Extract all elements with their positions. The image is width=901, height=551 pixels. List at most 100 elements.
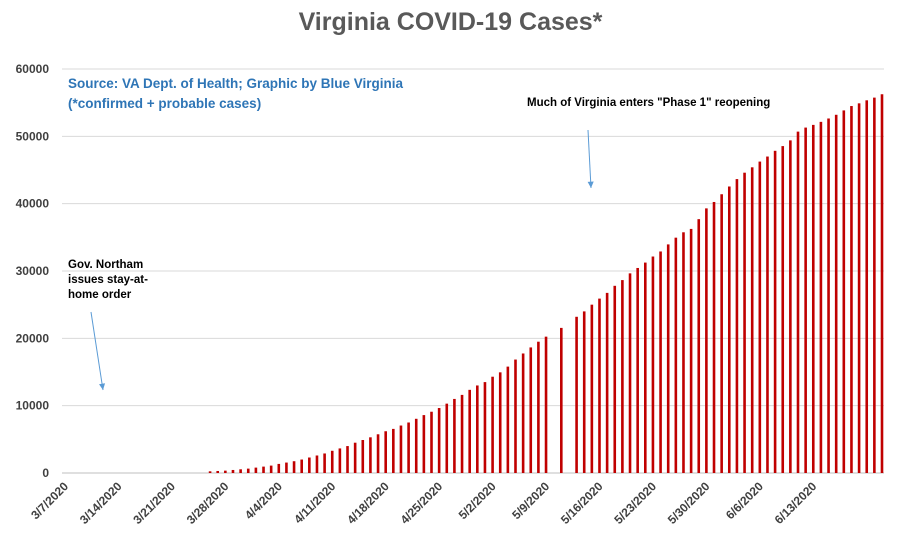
- bar: [476, 385, 479, 473]
- bar: [727, 186, 731, 473]
- stay-at-home-arrow: [90, 311, 106, 391]
- bar: [827, 118, 830, 474]
- y-tick-label: 60000: [16, 62, 50, 76]
- bar: [330, 450, 334, 473]
- bar: [811, 124, 815, 474]
- bar: [651, 256, 655, 473]
- bar: [880, 94, 884, 473]
- x-tick-label: 5/9/2020: [509, 479, 552, 522]
- bar: [506, 366, 510, 473]
- bar: [414, 418, 418, 473]
- y-tick-label: 40000: [16, 197, 50, 211]
- y-tick-label: 20000: [16, 331, 50, 345]
- x-tick-label: 6/13/2020: [772, 479, 820, 527]
- x-tick-label: 5/23/2020: [611, 479, 659, 527]
- x-tick-label: 3/14/2020: [77, 479, 125, 527]
- bar: [315, 455, 319, 473]
- bar: [308, 457, 311, 473]
- bar: [292, 461, 296, 473]
- bar: [254, 467, 258, 473]
- source-line-2: (*confirmed + probable cases): [68, 96, 262, 111]
- bar: [575, 316, 578, 473]
- bar: [735, 179, 739, 473]
- bar: [216, 470, 220, 473]
- bar: [628, 273, 632, 473]
- bar: [483, 382, 487, 473]
- bar: [850, 106, 853, 474]
- bar: [804, 127, 807, 473]
- x-tick-label: 4/11/2020: [291, 479, 338, 526]
- source-line: Source: VA Dept. of Health; Graphic by B…: [68, 76, 404, 91]
- bar: [399, 425, 403, 473]
- bar: [766, 156, 769, 474]
- x-tick-label: 4/18/2020: [344, 479, 392, 527]
- bar: [529, 347, 533, 473]
- bar: [689, 228, 693, 473]
- bar: [712, 201, 716, 473]
- bar: [208, 471, 212, 473]
- bar: [323, 453, 326, 473]
- x-tick-label: 3/28/2020: [184, 479, 232, 527]
- bar: [659, 251, 662, 473]
- bar: [720, 194, 723, 474]
- y-tick-label: 30000: [16, 264, 50, 278]
- bar: [621, 280, 624, 473]
- bar: [422, 415, 426, 473]
- bar: [674, 237, 678, 473]
- y-tick-label: 10000: [16, 399, 50, 413]
- bar: [262, 466, 265, 473]
- x-tick-label: 4/4/2020: [242, 479, 285, 522]
- bar: [789, 140, 792, 473]
- bar: [361, 440, 365, 473]
- bar: [582, 311, 586, 473]
- bar: [682, 232, 685, 473]
- bar: [857, 103, 861, 473]
- x-tick-label: 5/30/2020: [665, 479, 713, 527]
- bar: [605, 292, 609, 473]
- bar: [445, 403, 449, 473]
- bar: [666, 244, 670, 473]
- bar: [376, 434, 380, 473]
- bar: [796, 131, 800, 473]
- bar: [521, 353, 525, 473]
- bar: [384, 431, 387, 473]
- stay-at-home-annotation: Gov. Northam issues stay-at-home order: [68, 259, 148, 301]
- bar: [743, 172, 746, 473]
- bar: [613, 285, 617, 473]
- bar: [437, 408, 441, 473]
- bar: [834, 114, 838, 473]
- bar: [346, 446, 349, 473]
- bar: [269, 465, 273, 473]
- bar: [537, 341, 540, 473]
- bar: [491, 376, 494, 473]
- bar: [430, 411, 433, 473]
- y-tick-label: 50000: [16, 129, 50, 143]
- bar: [369, 437, 372, 473]
- x-tick-label: 3/7/2020: [28, 479, 71, 522]
- bar: [300, 459, 304, 473]
- phase1-annotation: Much of Virginia enters "Phase 1" reopen…: [527, 97, 771, 109]
- bar: [598, 298, 601, 473]
- x-tick-label: 5/2/2020: [456, 479, 499, 522]
- bar: [873, 97, 876, 473]
- bar: [453, 398, 456, 473]
- bar: [560, 327, 563, 473]
- bar: [697, 219, 701, 473]
- bar: [544, 336, 548, 473]
- bar: [468, 389, 471, 473]
- bar: [819, 121, 823, 474]
- bar: [338, 448, 342, 473]
- bar: [285, 462, 288, 473]
- bar: [781, 146, 785, 473]
- bar: [590, 304, 594, 473]
- bar: [392, 428, 395, 473]
- bar: [246, 468, 250, 473]
- chart-title: Virginia COVID-19 Cases*: [298, 8, 603, 36]
- bar: [758, 161, 762, 474]
- bar: [460, 394, 464, 473]
- source-note: Source: VA Dept. of Health; Graphic by B…: [68, 74, 403, 114]
- bar: [277, 463, 281, 473]
- y-tick-label: 0: [42, 466, 49, 480]
- bar: [636, 267, 639, 473]
- bar: [750, 167, 754, 473]
